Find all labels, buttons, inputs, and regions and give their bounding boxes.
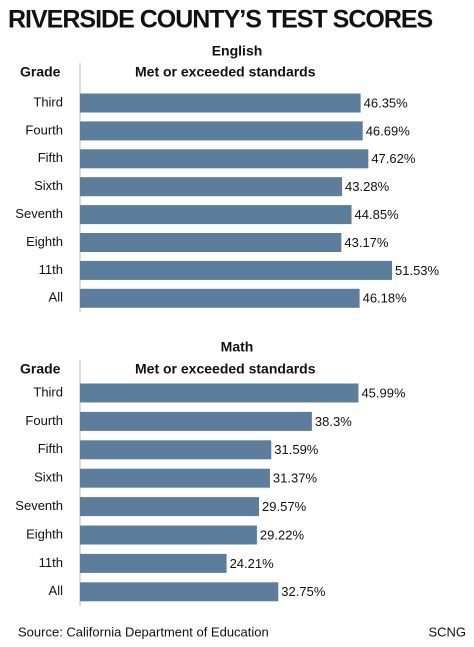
source: Source: California Department of Educati… [18, 624, 269, 639]
category-label: Fourth [25, 413, 63, 428]
bar [80, 260, 392, 280]
category-axis-label: Grade [20, 361, 61, 377]
value-label: 29.22% [260, 527, 305, 542]
category-label: All [49, 290, 64, 305]
panel-title: English [212, 43, 263, 59]
category-label: Eighth [26, 526, 63, 541]
value-label: 43.28% [345, 179, 390, 194]
category-label: Third [33, 384, 63, 399]
value-label: 31.37% [273, 471, 318, 486]
bar [80, 205, 352, 225]
bar [80, 525, 257, 545]
category-axis-label: Grade [20, 64, 61, 80]
category-label: Fifth [38, 150, 63, 165]
value-axis-label: Met or exceeded standards [135, 64, 316, 80]
category-label: 11th [39, 555, 63, 570]
bar [80, 177, 343, 197]
credit: SCNG [428, 624, 466, 639]
category-label: Fourth [25, 122, 63, 137]
bar [80, 233, 342, 252]
category-label: Sixth [34, 470, 63, 485]
value-label: 45.99% [361, 385, 406, 400]
bar [80, 497, 260, 517]
value-label: 38.3% [315, 414, 352, 429]
value-label: 47.62% [371, 151, 416, 166]
value-label: 29.57% [262, 499, 307, 514]
category-label: All [49, 583, 64, 598]
category-label: Seventh [15, 206, 63, 221]
page-title: RIVERSIDE COUNTY’S TEST SCORES [8, 6, 433, 34]
category-label: Third [33, 94, 63, 109]
value-label: 24.21% [230, 556, 275, 571]
value-label: 32.75% [281, 584, 326, 599]
bar [80, 93, 361, 113]
bar [80, 553, 227, 573]
value-label: 31.59% [274, 442, 319, 457]
value-label: 46.69% [366, 123, 411, 138]
bar [80, 468, 270, 488]
value-label: 46.35% [364, 95, 409, 110]
bar [80, 121, 363, 141]
bar [80, 149, 369, 169]
bar [80, 411, 312, 431]
bar [80, 440, 272, 460]
value-label: 43.17% [344, 235, 389, 250]
category-label: 11th [39, 262, 63, 277]
value-label: 46.18% [363, 291, 408, 306]
value-label: 44.85% [355, 207, 400, 222]
value-label: 51.53% [395, 263, 440, 278]
category-label: Eighth [26, 234, 63, 249]
panel-title: Math [221, 339, 254, 355]
bar [80, 582, 279, 602]
bar [80, 288, 360, 308]
category-label: Sixth [34, 178, 63, 193]
category-label: Seventh [15, 498, 63, 513]
value-axis-label: Met or exceeded standards [135, 361, 316, 377]
category-label: Fifth [38, 441, 63, 456]
bar [80, 383, 359, 403]
